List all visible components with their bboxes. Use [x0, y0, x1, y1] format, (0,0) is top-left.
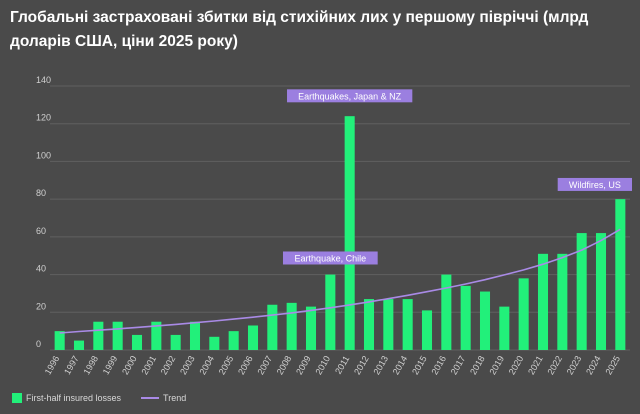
x-tick-label: 2011: [333, 354, 351, 376]
bar: [325, 274, 336, 350]
x-tick-label: 2023: [565, 354, 584, 376]
x-tick-label: 1997: [62, 354, 81, 376]
bar: [170, 334, 181, 350]
y-tick-label: 60: [36, 226, 46, 236]
x-tick-label: 2017: [449, 354, 468, 376]
x-tick-label: 1999: [101, 354, 120, 376]
bar: [421, 310, 433, 350]
bar: [344, 116, 355, 351]
x-tick-label: 2008: [275, 354, 294, 376]
x-tick-label: 2024: [584, 354, 603, 376]
x-tick-label: 1996: [43, 354, 62, 376]
x-tick-label: 2000: [120, 354, 139, 376]
x-tick-label: 2013: [371, 354, 390, 376]
bar: [93, 321, 104, 350]
x-tick-label: 1998: [81, 354, 100, 376]
bar: [73, 340, 85, 350]
x-tick-label: 2025: [603, 354, 622, 376]
x-tick-label: 2012: [352, 354, 371, 376]
annotation-box: [557, 177, 632, 191]
y-tick-label: 0: [36, 339, 41, 349]
legend-item-bars: First-half insured losses: [12, 393, 121, 403]
bar: [460, 285, 471, 350]
legend-swatch-bars: [12, 393, 22, 403]
bar: [112, 321, 123, 350]
x-tick-label: 2003: [178, 354, 197, 376]
bar: [479, 291, 491, 350]
bar: [247, 325, 259, 350]
bar: [499, 306, 510, 350]
x-tick-label: 2020: [507, 354, 526, 376]
x-tick-label: 2005: [217, 354, 236, 376]
bar: [151, 321, 162, 350]
bar: [189, 321, 201, 350]
bar: [228, 331, 239, 350]
legend-item-trend: Trend: [141, 393, 186, 403]
bar: [305, 306, 317, 350]
y-tick-label: 100: [36, 150, 51, 160]
x-tick-label: 2015: [410, 354, 429, 376]
bar: [131, 334, 143, 350]
annotation-label: Wildfires, US: [569, 180, 621, 190]
x-tick-label: 2022: [545, 354, 564, 376]
x-tick-label: 2001: [139, 354, 158, 376]
x-tick-label: 2014: [391, 354, 410, 376]
x-tick-label: 2021: [526, 354, 545, 376]
chart-title: Глобальні застраховані збитки від стихій…: [10, 9, 589, 50]
bar: [286, 302, 297, 350]
legend-label-trend: Trend: [163, 393, 187, 403]
annotation-box: [287, 89, 413, 103]
y-tick-label: 120: [36, 113, 51, 123]
x-tick-label: 2019: [487, 354, 506, 376]
annotation-box: [282, 251, 378, 265]
bar: [402, 299, 413, 350]
bar: [615, 199, 626, 350]
x-tick-label: 2010: [313, 354, 332, 376]
y-tick-label: 40: [36, 264, 46, 274]
bar: [557, 253, 568, 350]
bar: [209, 336, 220, 350]
trend-line: [59, 228, 621, 334]
y-tick-label: 80: [36, 188, 46, 198]
legend-label-bars: First-half insured losses: [26, 393, 122, 403]
x-tick-label: 2006: [236, 354, 255, 376]
x-tick-label: 2007: [255, 354, 274, 376]
bar: [595, 233, 607, 350]
x-tick-label: 2004: [197, 354, 216, 376]
annotation-label: Earthquakes, Japan & NZ: [298, 91, 402, 101]
chart-legend: First-half insured losses Trend: [12, 390, 206, 406]
x-tick-label: 2009: [294, 354, 313, 376]
bar: [441, 274, 452, 350]
bar: [267, 304, 278, 350]
bar: [537, 253, 549, 350]
x-tick-label: 2016: [429, 354, 448, 376]
bar: [576, 233, 587, 350]
bar: [383, 299, 394, 350]
y-tick-label: 20: [36, 301, 46, 311]
annotation-label: Earthquake, Chile: [295, 253, 367, 263]
bar: [518, 278, 529, 350]
legend-swatch-trend: [141, 397, 160, 399]
x-tick-label: 2002: [159, 354, 178, 376]
x-tick-label: 2018: [468, 354, 487, 376]
bar: [363, 299, 375, 350]
bar: [54, 331, 65, 350]
y-tick-label: 140: [36, 75, 51, 85]
